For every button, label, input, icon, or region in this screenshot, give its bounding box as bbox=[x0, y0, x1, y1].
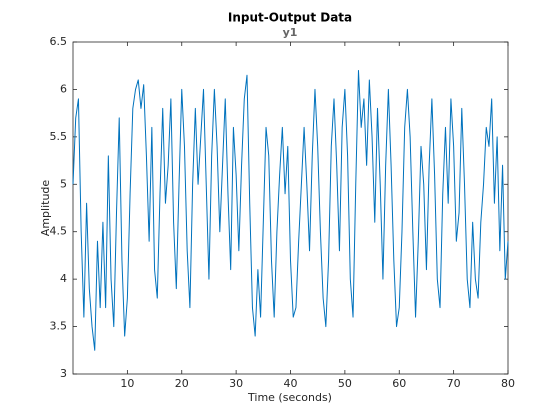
y-tick-label: 5.5 bbox=[50, 130, 68, 143]
x-tick-label: 30 bbox=[229, 377, 243, 390]
chart-subtitle: y1 bbox=[283, 26, 298, 39]
y-tick-label: 4.5 bbox=[50, 225, 68, 238]
chart-title: Input-Output Data bbox=[228, 11, 352, 25]
x-tick-label: 40 bbox=[284, 377, 298, 390]
x-axis-label: Time (seconds) bbox=[247, 391, 332, 404]
x-tick-label: 10 bbox=[120, 377, 134, 390]
y-tick-label: 6 bbox=[60, 82, 67, 95]
y-tick-label: 3.5 bbox=[50, 320, 68, 333]
x-tick-label: 60 bbox=[392, 377, 406, 390]
data-line bbox=[72, 69, 509, 351]
y-tick-label: 6.5 bbox=[50, 35, 68, 48]
x-tick-label: 20 bbox=[175, 377, 189, 390]
y-tick-label: 4 bbox=[60, 272, 67, 285]
y-axis-label: Amplitude bbox=[39, 180, 52, 237]
x-tick-label: 50 bbox=[338, 377, 352, 390]
x-tick-label: 70 bbox=[447, 377, 461, 390]
y-tick-label: 5 bbox=[60, 177, 67, 190]
x-tick-label: 80 bbox=[501, 377, 515, 390]
y-tick-label: 3 bbox=[60, 367, 67, 380]
